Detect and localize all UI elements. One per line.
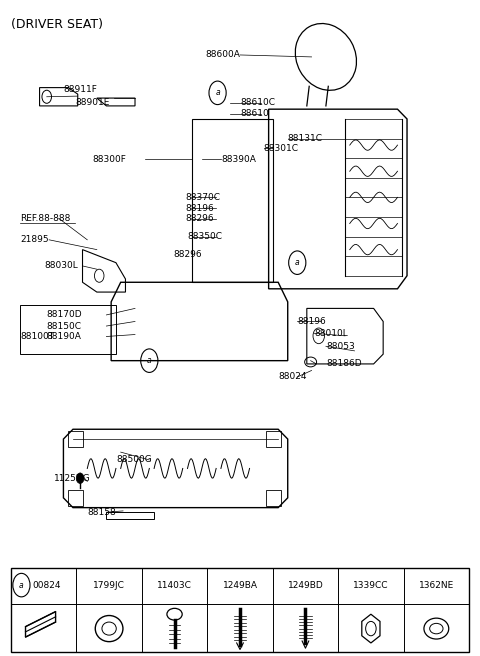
Bar [266,490,281,506]
Text: 88600A: 88600A [205,51,240,60]
Text: REF.88-888: REF.88-888 [21,214,71,223]
Text: a: a [147,356,152,365]
Text: 88350C: 88350C [188,232,223,241]
Text: 1362NE: 1362NE [419,581,454,590]
Text: 88296: 88296 [185,215,214,224]
Text: 88170D: 88170D [47,310,83,319]
Text: 88911F: 88911F [63,85,97,94]
Bar [68,490,83,506]
Text: 1249BA: 1249BA [223,581,257,590]
Text: 88196: 88196 [185,204,214,213]
Text: 00824: 00824 [32,581,60,590]
Bar [11,568,469,652]
Bar [68,431,83,447]
Text: a: a [215,89,220,97]
Text: 11403C: 11403C [157,581,192,590]
Text: 1799JC: 1799JC [93,581,125,590]
Text: 1249BD: 1249BD [288,581,324,590]
Bar [266,431,281,447]
Text: 1339CC: 1339CC [353,581,389,590]
Text: 88610C: 88610C [240,98,275,107]
Text: 88053: 88053 [326,342,355,351]
Text: 88186D: 88186D [326,359,361,369]
Text: 88150C: 88150C [47,321,82,331]
Text: 88300F: 88300F [92,155,126,164]
Text: 88024: 88024 [278,373,307,382]
Text: 88390A: 88390A [221,155,256,164]
Text: 88370C: 88370C [185,193,220,202]
Text: 88190A: 88190A [47,332,82,341]
Text: 88610: 88610 [240,110,269,118]
Text: 88100T: 88100T [21,332,55,341]
Text: 88296: 88296 [173,250,202,258]
Text: 88030L: 88030L [44,262,78,270]
Text: (DRIVER SEAT): (DRIVER SEAT) [11,18,103,31]
Circle shape [76,473,84,483]
Text: a: a [295,258,300,267]
Text: 21895: 21895 [21,236,49,244]
Text: 88158: 88158 [87,508,116,517]
Text: 88301C: 88301C [264,144,299,153]
Text: 88901E: 88901E [75,98,110,107]
Text: 88500G: 88500G [116,455,152,464]
Text: 88131C: 88131C [288,134,323,143]
Text: 1125DG: 1125DG [54,474,91,483]
Text: 88196: 88196 [297,317,326,326]
Text: a: a [19,581,24,590]
Text: 88010L: 88010L [314,329,348,338]
Bar [21,305,116,354]
